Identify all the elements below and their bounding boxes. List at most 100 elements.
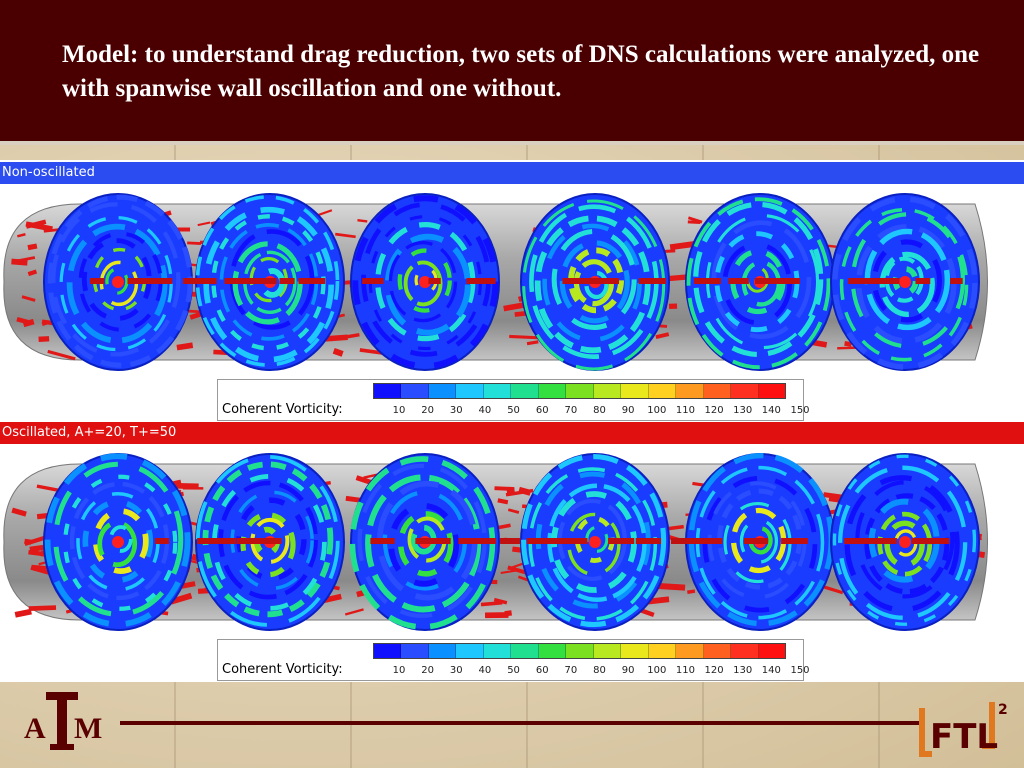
- vorticity-ring: [568, 247, 624, 314]
- oscillated-pipe-visualization: [3, 452, 988, 631]
- legend-tick: 40: [478, 665, 492, 676]
- footer-divider: [120, 721, 920, 725]
- centerline-streak: [371, 538, 395, 544]
- vortex-streak: [507, 508, 520, 514]
- centerline-streak: [562, 278, 589, 284]
- legend-tick: 40: [478, 405, 492, 416]
- atm-logo-a: A: [24, 712, 46, 745]
- centerline-streak: [425, 538, 451, 544]
- vortex-streak: [484, 612, 509, 619]
- vortex-streak: [38, 336, 50, 343]
- centerline-streak: [197, 538, 217, 544]
- color-scale-swatch: [511, 644, 539, 658]
- legend-tick: 130: [733, 405, 753, 416]
- vorticity-ring: [884, 520, 925, 569]
- legend-ticks: 10 20 30 40 50 60 70 80 90 100 110 120 130 140 150: [386, 405, 810, 419]
- vortex-streak: [668, 303, 678, 310]
- vorticity-ring: [397, 248, 452, 313]
- vortex-core: [419, 276, 431, 288]
- centerline-streak: [553, 538, 570, 544]
- centerline-streak: [950, 278, 963, 284]
- centerline-streak: [695, 278, 719, 284]
- centerline-streak: [526, 538, 543, 544]
- color-scale-swatch: [401, 644, 429, 658]
- vorticity-ring: [93, 508, 149, 575]
- centerline-streak: [192, 278, 210, 284]
- vorticity-ring: [559, 240, 630, 324]
- vortex-streak: [24, 534, 49, 547]
- vorticity-legend-top: Coherent Vorticity: 10 20 30 40 50 60 70 80 90 10…: [217, 379, 810, 421]
- vortex-streak: [332, 348, 344, 357]
- non-oscillated-label: Non-oscillated: [0, 162, 1024, 184]
- vorticity-ring: [82, 499, 154, 583]
- vortex-streak: [837, 346, 856, 350]
- legend-tick: 110: [675, 665, 695, 676]
- color-scale-swatch: [374, 384, 402, 398]
- vortex-streak: [812, 339, 828, 348]
- centerline-streak: [240, 538, 254, 544]
- legend-tick: 60: [535, 665, 549, 676]
- centerline-streak: [844, 538, 870, 544]
- vortex-streak: [170, 482, 199, 490]
- legend-tick: 130: [733, 665, 753, 676]
- vortex-streak: [493, 597, 508, 605]
- color-scale-swatch: [758, 644, 786, 658]
- centerline-streak: [466, 278, 492, 284]
- legend-tick: 90: [621, 665, 635, 676]
- centerline-streak: [599, 278, 610, 284]
- centerline-streak: [298, 278, 309, 284]
- color-scale-swatch: [731, 384, 759, 398]
- vortex-core: [112, 536, 124, 548]
- vortex-streak: [507, 562, 523, 570]
- vorticity-ring: [397, 511, 454, 577]
- vorticity-ring: [584, 270, 609, 300]
- vortex-streak: [344, 608, 364, 616]
- atm-logo: A M: [24, 692, 102, 750]
- vorticity-ring: [63, 474, 178, 611]
- legend-tick: 150: [790, 665, 810, 676]
- vortex-streak: [47, 349, 76, 361]
- centerline-streak: [500, 538, 521, 544]
- centerline-streak: [257, 538, 282, 544]
- vorticity-ring: [240, 512, 296, 578]
- legend-title: Coherent Vorticity:: [222, 402, 343, 417]
- legend-tick: 140: [761, 665, 781, 676]
- vortex-streak: [480, 600, 503, 607]
- centerline-streak: [161, 278, 173, 284]
- vorticity-ring: [850, 212, 965, 349]
- legend-tick: 30: [449, 405, 463, 416]
- legend-tick: 30: [449, 665, 463, 676]
- centerline-streak: [608, 538, 635, 544]
- legend-ticks: 10 20 30 40 50 60 70 80 90 100 110 120 130 140 150: [386, 665, 810, 679]
- centerline-streak: [247, 538, 262, 544]
- centerline-streak: [537, 538, 558, 544]
- color-scale-swatch: [511, 384, 539, 398]
- vortex-streak: [687, 589, 696, 594]
- legend-tick: 20: [421, 665, 435, 676]
- color-scale-swatch: [648, 644, 677, 658]
- color-scale-swatch: [483, 644, 512, 658]
- vortex-streak: [509, 334, 539, 340]
- vorticity-ring: [51, 202, 181, 357]
- vortex-core: [112, 276, 124, 288]
- ftl-logo: FTL 2: [919, 702, 1008, 757]
- vorticity-ring: [534, 215, 651, 354]
- vortex-streak: [14, 608, 32, 618]
- vorticity-ring: [388, 502, 460, 587]
- vortex-streak: [357, 219, 368, 223]
- vortex-streak: [22, 318, 35, 328]
- vorticity-ring: [522, 199, 666, 371]
- vortex-streak: [21, 295, 36, 302]
- footer: [0, 682, 1024, 768]
- ftl-logo-superscript: 2: [998, 702, 1008, 718]
- legend-tick: 10: [392, 665, 406, 676]
- color-scale-swatch: [593, 384, 622, 398]
- vorticity-ring: [97, 520, 138, 568]
- legend-tick: 70: [564, 665, 578, 676]
- vortex-streak: [11, 507, 27, 517]
- vortex-core: [589, 536, 601, 548]
- vorticity-ring: [388, 240, 458, 323]
- oscillated-label: Oscillated, A+=20, T+=50: [0, 422, 1024, 444]
- centerline-streak: [575, 538, 588, 544]
- non-oscillated-pipe-visualization: [3, 193, 988, 371]
